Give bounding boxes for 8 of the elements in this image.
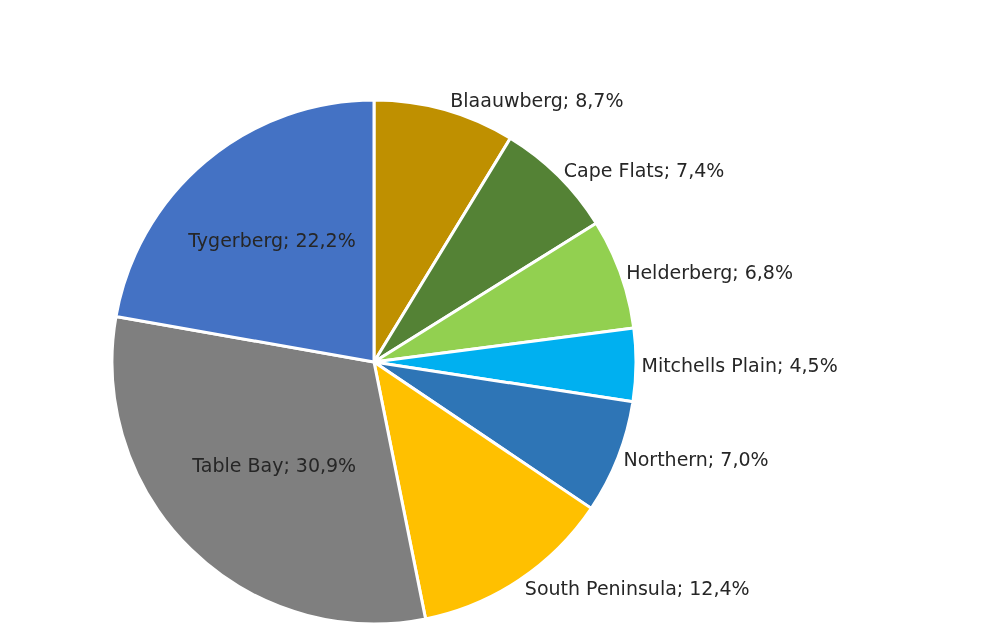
- slice-label: Blaauwberg; 8,7%: [450, 88, 624, 111]
- slice-label: South Peninsula; 12,4%: [524, 576, 750, 599]
- slice-label: Table Bay; 30,9%: [191, 453, 357, 476]
- slice-label: Cape Flats; 7,4%: [563, 159, 725, 182]
- slice-label: Tygerberg; 22,2%: [187, 228, 356, 251]
- slice-label: Helderberg; 6,8%: [626, 261, 793, 284]
- slice-label: Mitchells Plain; 4,5%: [641, 353, 838, 376]
- slice-label: Northern; 7,0%: [623, 447, 769, 470]
